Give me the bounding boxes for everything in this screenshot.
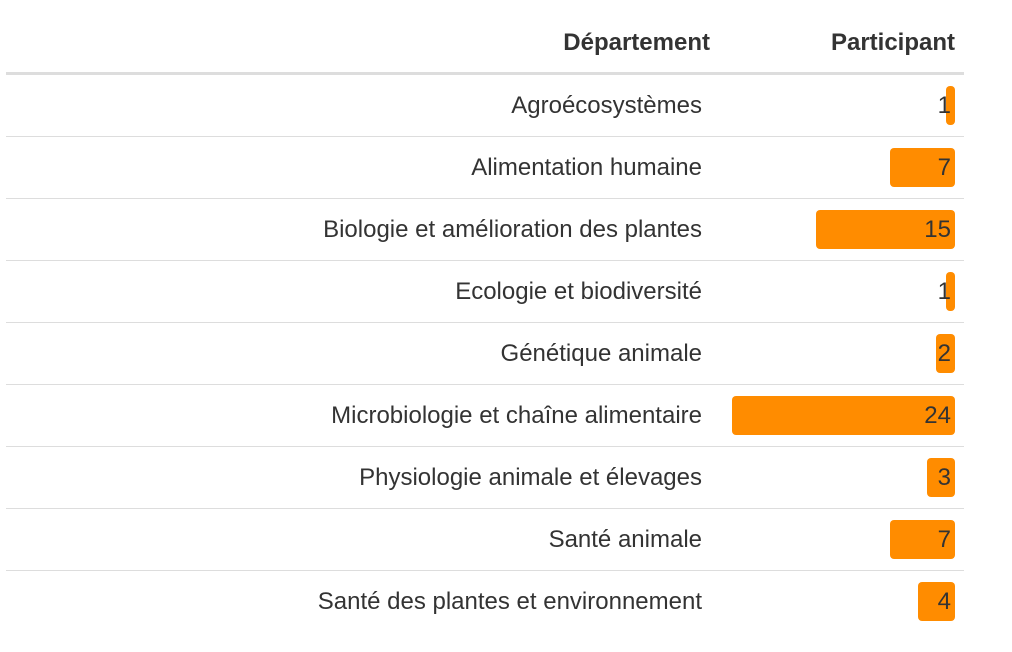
participant-value: 2 — [937, 340, 951, 367]
participant-value: 7 — [937, 526, 951, 553]
participant-value: 15 — [924, 216, 951, 243]
departement-cell: Santé des plantes et environnement — [317, 588, 702, 615]
participant-bar — [946, 86, 955, 125]
departement-cell: Génétique animale — [500, 340, 702, 367]
participant-cell: 2 — [732, 334, 955, 373]
participant-cell: 1 — [732, 272, 955, 311]
table-row: Alimentation humaine 7 — [6, 137, 964, 199]
table-body: Agroécosystèmes 1 Alimentation humaine 7 Bio… — [6, 75, 964, 632]
participants-table: Département Participant Agroécosystèmes 1… — [6, 0, 964, 632]
column-header-participant[interactable]: Participant — [830, 29, 955, 56]
participant-cell: 7 — [732, 520, 955, 559]
participant-value: 24 — [924, 402, 951, 429]
participant-bar — [946, 272, 955, 311]
table-header: Département Participant — [6, 0, 964, 75]
participant-cell: 4 — [732, 582, 955, 621]
departement-cell: Agroécosystèmes — [511, 92, 702, 119]
departement-cell: Physiologie animale et élevages — [359, 464, 702, 491]
departement-cell: Santé animale — [548, 526, 702, 553]
participant-bar — [816, 210, 955, 249]
table-row: Physiologie animale et élevages 3 — [6, 447, 964, 509]
table-row: Santé animale 7 — [6, 509, 964, 571]
departement-cell: Biologie et amélioration des plantes — [323, 216, 702, 243]
participant-cell: 1 — [732, 86, 955, 125]
table-row: Biologie et amélioration des plantes 15 — [6, 199, 964, 261]
participant-cell: 15 — [732, 210, 955, 249]
participant-cell: 7 — [732, 148, 955, 187]
table-row: Microbiologie et chaîne alimentaire 24 — [6, 385, 964, 447]
participant-cell: 3 — [732, 458, 955, 497]
participant-bar — [918, 582, 955, 621]
table-row: Agroécosystèmes 1 — [6, 75, 964, 137]
participant-value: 7 — [937, 154, 951, 181]
participant-bar — [927, 458, 955, 497]
table-row: Santé des plantes et environnement 4 — [6, 571, 964, 632]
participant-value: 3 — [937, 464, 951, 491]
departement-cell: Alimentation humaine — [471, 154, 702, 181]
participant-cell: 24 — [732, 396, 955, 435]
departement-cell: Microbiologie et chaîne alimentaire — [331, 402, 702, 429]
table-row: Génétique animale 2 — [6, 323, 964, 385]
participant-bar — [936, 334, 955, 373]
table-row: Ecologie et biodiversité 1 — [6, 261, 964, 323]
participant-bar — [732, 396, 955, 435]
participant-bar — [890, 148, 955, 187]
column-header-departement[interactable]: Département — [563, 29, 710, 56]
participant-value: 4 — [937, 588, 951, 615]
participant-bar — [890, 520, 955, 559]
departement-cell: Ecologie et biodiversité — [455, 278, 702, 305]
participant-value: 1 — [937, 278, 951, 305]
participant-value: 1 — [937, 92, 951, 119]
